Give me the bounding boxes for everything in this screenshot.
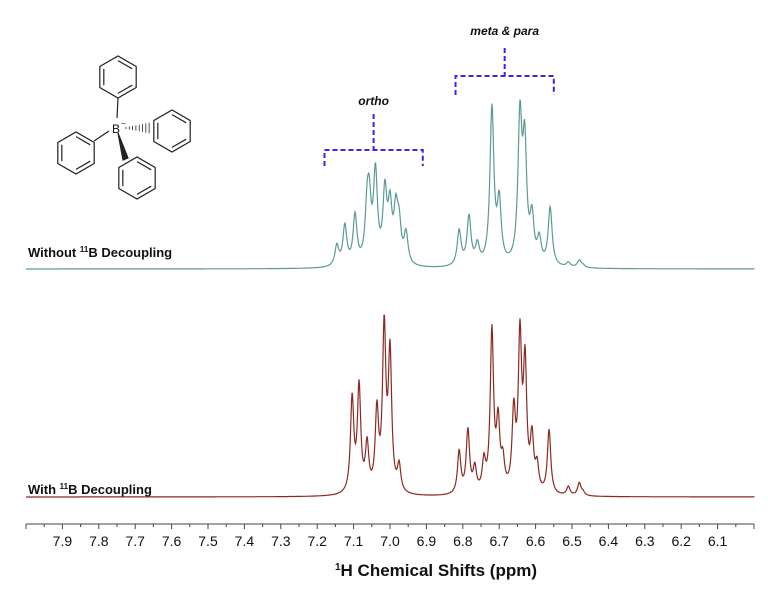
bracket-meta-para xyxy=(454,48,555,95)
x-axis: 7.9 7.8 7.7 7.6 7.5 7.4 7.3 7.2 7.1 7.0 6.9 6.8 6.7 6… xyxy=(25,523,755,549)
phenyl-ring xyxy=(153,109,191,153)
spectrum-with-decoupling xyxy=(26,314,755,498)
boron-charge: − xyxy=(121,119,126,128)
x-tick-label: 7.9 xyxy=(53,533,73,549)
x-tick-label: 6.9 xyxy=(417,533,437,549)
x-tick-label: 6.5 xyxy=(562,533,582,549)
wedge-bond xyxy=(117,132,129,161)
spectrum-label-with-decoupling: With 11B Decoupling xyxy=(28,482,152,497)
x-tick-label: 7.3 xyxy=(271,533,291,549)
phenyl-ring xyxy=(57,131,95,175)
x-tick-label: 7.7 xyxy=(125,533,145,549)
bond xyxy=(116,97,119,119)
spectrum-without-decoupling xyxy=(26,99,755,270)
x-tick-label: 6.8 xyxy=(453,533,473,549)
bracket-ortho xyxy=(323,114,424,166)
x-tick-label: 7.8 xyxy=(89,533,109,549)
x-tick-label: 7.0 xyxy=(380,533,400,549)
x-tick-label: 7.5 xyxy=(198,533,218,549)
bond xyxy=(93,130,110,142)
x-tick-label: 7.6 xyxy=(162,533,182,549)
phenyl-ring xyxy=(118,156,156,200)
x-tick-label: 6.1 xyxy=(708,533,728,549)
x-tick-label: 7.2 xyxy=(307,533,327,549)
x-tick-label: 7.4 xyxy=(235,533,255,549)
x-axis-title: 1H Chemical Shifts (ppm) xyxy=(335,561,537,580)
x-tick-label: 6.7 xyxy=(489,533,509,549)
spectrum-label-without-decoupling: Without 11B Decoupling xyxy=(28,245,172,260)
x-tick-label: 6.6 xyxy=(526,533,546,549)
phenyl-ring xyxy=(99,55,137,99)
annotation-label: ortho xyxy=(358,94,389,108)
x-tick-label: 6.4 xyxy=(599,533,619,549)
x-tick-label: 7.1 xyxy=(344,533,364,549)
annotation-label: meta & para xyxy=(470,24,539,38)
boron-atom-label: B xyxy=(112,122,120,136)
tetraphenylborate-structure xyxy=(57,55,191,200)
x-tick-label: 6.3 xyxy=(635,533,655,549)
x-tick-label: 6.2 xyxy=(671,533,691,549)
